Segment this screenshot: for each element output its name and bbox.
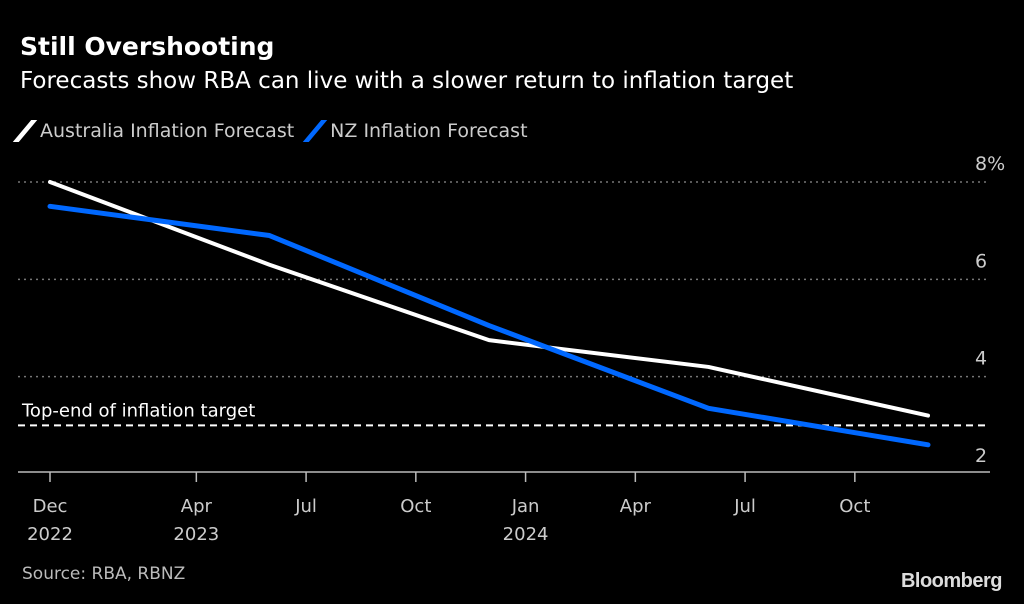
chart-title: Still Overshooting: [20, 32, 275, 61]
legend-label-australia: Australia Inflation Forecast: [40, 120, 295, 142]
legend-item-nz: NZ Inflation Forecast: [302, 120, 528, 142]
x-tick-label: Dec: [33, 496, 68, 517]
x-tick-label: Oct: [400, 496, 431, 517]
x-tick-year: 2023: [173, 524, 219, 545]
chart-subtitle: Forecasts show RBA can live with a slowe…: [20, 68, 794, 94]
target-label: Top-end of inflation target: [21, 400, 255, 421]
x-tick-label: Apr: [181, 496, 213, 517]
x-tick-label: Oct: [839, 496, 870, 517]
y-tick-label: 6: [975, 250, 987, 272]
legend-label-nz: NZ Inflation Forecast: [330, 120, 528, 142]
x-tick-label: Jul: [733, 496, 756, 517]
bloomberg-logo: Bloomberg: [900, 570, 1003, 592]
source-note: Source: RBA, RBNZ: [22, 564, 186, 584]
series-line-australia: [48, 180, 930, 418]
x-tick-label: Apr: [620, 496, 652, 517]
x-tick-label: Jan: [511, 496, 540, 517]
legend-item-australia: Australia Inflation Forecast: [12, 120, 295, 142]
y-tick-label: 2: [975, 445, 987, 467]
y-tick-label: 4: [975, 348, 987, 370]
x-tick-year: 2022: [27, 524, 73, 545]
x-tick-label: Jul: [294, 496, 317, 517]
legend: Australia Inflation Forecast NZ Inflatio…: [12, 120, 528, 142]
y-tick-label: 8%: [975, 153, 1005, 175]
x-tick-year: 2024: [503, 524, 549, 545]
